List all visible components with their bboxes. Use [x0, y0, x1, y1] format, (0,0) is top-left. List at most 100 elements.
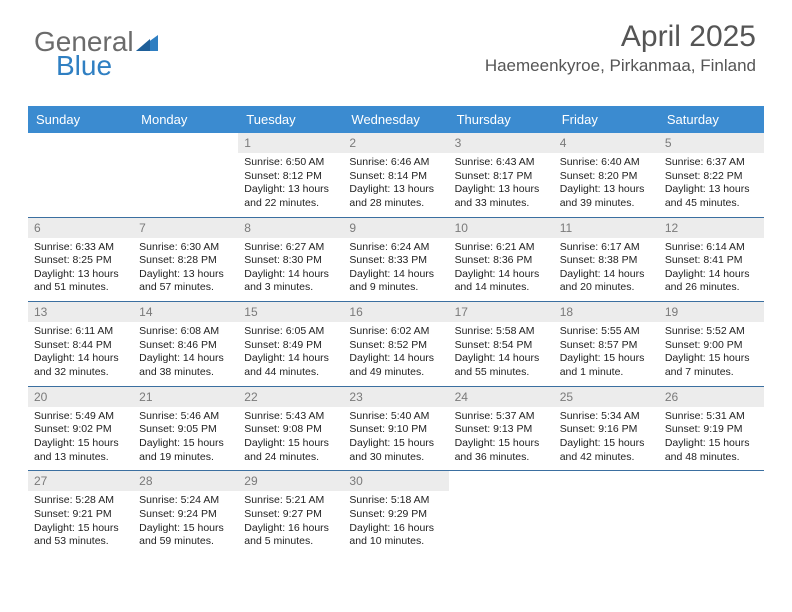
day-number: 24 [449, 387, 554, 407]
sunset-text: Sunset: 8:20 PM [560, 170, 653, 184]
daylight-text-1: Daylight: 13 hours [349, 183, 442, 197]
sunset-text: Sunset: 8:14 PM [349, 170, 442, 184]
header-saturday: Saturday [659, 106, 764, 133]
day-cell [449, 471, 554, 555]
day-body: Sunrise: 5:40 AMSunset: 9:10 PMDaylight:… [343, 407, 448, 471]
daylight-text-2: and 1 minute. [560, 366, 653, 380]
daylight-text-1: Daylight: 15 hours [560, 352, 653, 366]
sunrise-text: Sunrise: 5:18 AM [349, 494, 442, 508]
day-body [133, 153, 238, 162]
day-cell: 18Sunrise: 5:55 AMSunset: 8:57 PMDayligh… [554, 302, 659, 386]
daylight-text-2: and 5 minutes. [244, 535, 337, 549]
title-block: April 2025 Haemeenkyroe, Pirkanmaa, Finl… [485, 20, 756, 76]
day-number: 30 [343, 471, 448, 491]
day-number: 6 [28, 218, 133, 238]
daylight-text-2: and 13 minutes. [34, 451, 127, 465]
day-cell [28, 133, 133, 217]
sunrise-text: Sunrise: 6:43 AM [455, 156, 548, 170]
day-body: Sunrise: 5:46 AMSunset: 9:05 PMDaylight:… [133, 407, 238, 471]
daylight-text-2: and 51 minutes. [34, 281, 127, 295]
day-body: Sunrise: 5:49 AMSunset: 9:02 PMDaylight:… [28, 407, 133, 471]
daylight-text-1: Daylight: 15 hours [349, 437, 442, 451]
day-cell: 22Sunrise: 5:43 AMSunset: 9:08 PMDayligh… [238, 387, 343, 471]
sunset-text: Sunset: 8:17 PM [455, 170, 548, 184]
sunrise-text: Sunrise: 5:21 AM [244, 494, 337, 508]
day-number: 20 [28, 387, 133, 407]
daylight-text-1: Daylight: 15 hours [665, 352, 758, 366]
day-body: Sunrise: 5:34 AMSunset: 9:16 PMDaylight:… [554, 407, 659, 471]
week-row: 27Sunrise: 5:28 AMSunset: 9:21 PMDayligh… [28, 470, 764, 555]
day-body: Sunrise: 6:30 AMSunset: 8:28 PMDaylight:… [133, 238, 238, 302]
sunrise-text: Sunrise: 5:43 AM [244, 410, 337, 424]
daylight-text-2: and 44 minutes. [244, 366, 337, 380]
sunrise-text: Sunrise: 6:02 AM [349, 325, 442, 339]
sunset-text: Sunset: 9:27 PM [244, 508, 337, 522]
daylight-text-1: Daylight: 14 hours [349, 352, 442, 366]
day-cell: 5Sunrise: 6:37 AMSunset: 8:22 PMDaylight… [659, 133, 764, 217]
day-number: 26 [659, 387, 764, 407]
daylight-text-2: and 49 minutes. [349, 366, 442, 380]
sunset-text: Sunset: 9:08 PM [244, 423, 337, 437]
daylight-text-2: and 7 minutes. [665, 366, 758, 380]
daylight-text-2: and 24 minutes. [244, 451, 337, 465]
sunrise-text: Sunrise: 6:37 AM [665, 156, 758, 170]
weeks-container: 1Sunrise: 6:50 AMSunset: 8:12 PMDaylight… [28, 133, 764, 555]
sunrise-text: Sunrise: 5:37 AM [455, 410, 548, 424]
daylight-text-1: Daylight: 13 hours [455, 183, 548, 197]
sunset-text: Sunset: 9:19 PM [665, 423, 758, 437]
day-number: 1 [238, 133, 343, 153]
day-number [133, 133, 238, 153]
day-cell [554, 471, 659, 555]
daylight-text-1: Daylight: 16 hours [244, 522, 337, 536]
day-cell: 17Sunrise: 5:58 AMSunset: 8:54 PMDayligh… [449, 302, 554, 386]
week-row: 1Sunrise: 6:50 AMSunset: 8:12 PMDaylight… [28, 133, 764, 217]
daylight-text-1: Daylight: 14 hours [244, 268, 337, 282]
day-body: Sunrise: 6:05 AMSunset: 8:49 PMDaylight:… [238, 322, 343, 386]
daylight-text-1: Daylight: 13 hours [560, 183, 653, 197]
header-thursday: Thursday [449, 106, 554, 133]
day-body: Sunrise: 5:43 AMSunset: 9:08 PMDaylight:… [238, 407, 343, 471]
calendar-header-row: Sunday Monday Tuesday Wednesday Thursday… [28, 106, 764, 133]
daylight-text-1: Daylight: 14 hours [34, 352, 127, 366]
day-number: 2 [343, 133, 448, 153]
daylight-text-2: and 55 minutes. [455, 366, 548, 380]
day-number: 15 [238, 302, 343, 322]
sunrise-text: Sunrise: 5:24 AM [139, 494, 232, 508]
day-body: Sunrise: 6:02 AMSunset: 8:52 PMDaylight:… [343, 322, 448, 386]
day-cell: 6Sunrise: 6:33 AMSunset: 8:25 PMDaylight… [28, 218, 133, 302]
daylight-text-2: and 45 minutes. [665, 197, 758, 211]
sunset-text: Sunset: 8:44 PM [34, 339, 127, 353]
daylight-text-2: and 14 minutes. [455, 281, 548, 295]
header-friday: Friday [554, 106, 659, 133]
daylight-text-2: and 48 minutes. [665, 451, 758, 465]
day-number: 12 [659, 218, 764, 238]
day-cell: 26Sunrise: 5:31 AMSunset: 9:19 PMDayligh… [659, 387, 764, 471]
daylight-text-1: Daylight: 14 hours [560, 268, 653, 282]
sunrise-text: Sunrise: 5:55 AM [560, 325, 653, 339]
day-body: Sunrise: 5:28 AMSunset: 9:21 PMDaylight:… [28, 491, 133, 555]
header-tuesday: Tuesday [238, 106, 343, 133]
sunset-text: Sunset: 9:13 PM [455, 423, 548, 437]
sunrise-text: Sunrise: 6:05 AM [244, 325, 337, 339]
day-body: Sunrise: 6:50 AMSunset: 8:12 PMDaylight:… [238, 153, 343, 217]
sunrise-text: Sunrise: 6:08 AM [139, 325, 232, 339]
sunset-text: Sunset: 8:41 PM [665, 254, 758, 268]
daylight-text-2: and 32 minutes. [34, 366, 127, 380]
day-number: 17 [449, 302, 554, 322]
sunrise-text: Sunrise: 5:28 AM [34, 494, 127, 508]
day-number [554, 471, 659, 491]
day-body: Sunrise: 6:14 AMSunset: 8:41 PMDaylight:… [659, 238, 764, 302]
daylight-text-1: Daylight: 14 hours [139, 352, 232, 366]
day-number [659, 471, 764, 491]
day-number: 3 [449, 133, 554, 153]
daylight-text-2: and 20 minutes. [560, 281, 653, 295]
sunrise-text: Sunrise: 6:24 AM [349, 241, 442, 255]
day-number: 14 [133, 302, 238, 322]
day-body [449, 491, 554, 500]
day-number: 18 [554, 302, 659, 322]
sunrise-text: Sunrise: 5:52 AM [665, 325, 758, 339]
day-body: Sunrise: 6:43 AMSunset: 8:17 PMDaylight:… [449, 153, 554, 217]
week-row: 20Sunrise: 5:49 AMSunset: 9:02 PMDayligh… [28, 386, 764, 471]
sunrise-text: Sunrise: 5:49 AM [34, 410, 127, 424]
day-body: Sunrise: 6:46 AMSunset: 8:14 PMDaylight:… [343, 153, 448, 217]
